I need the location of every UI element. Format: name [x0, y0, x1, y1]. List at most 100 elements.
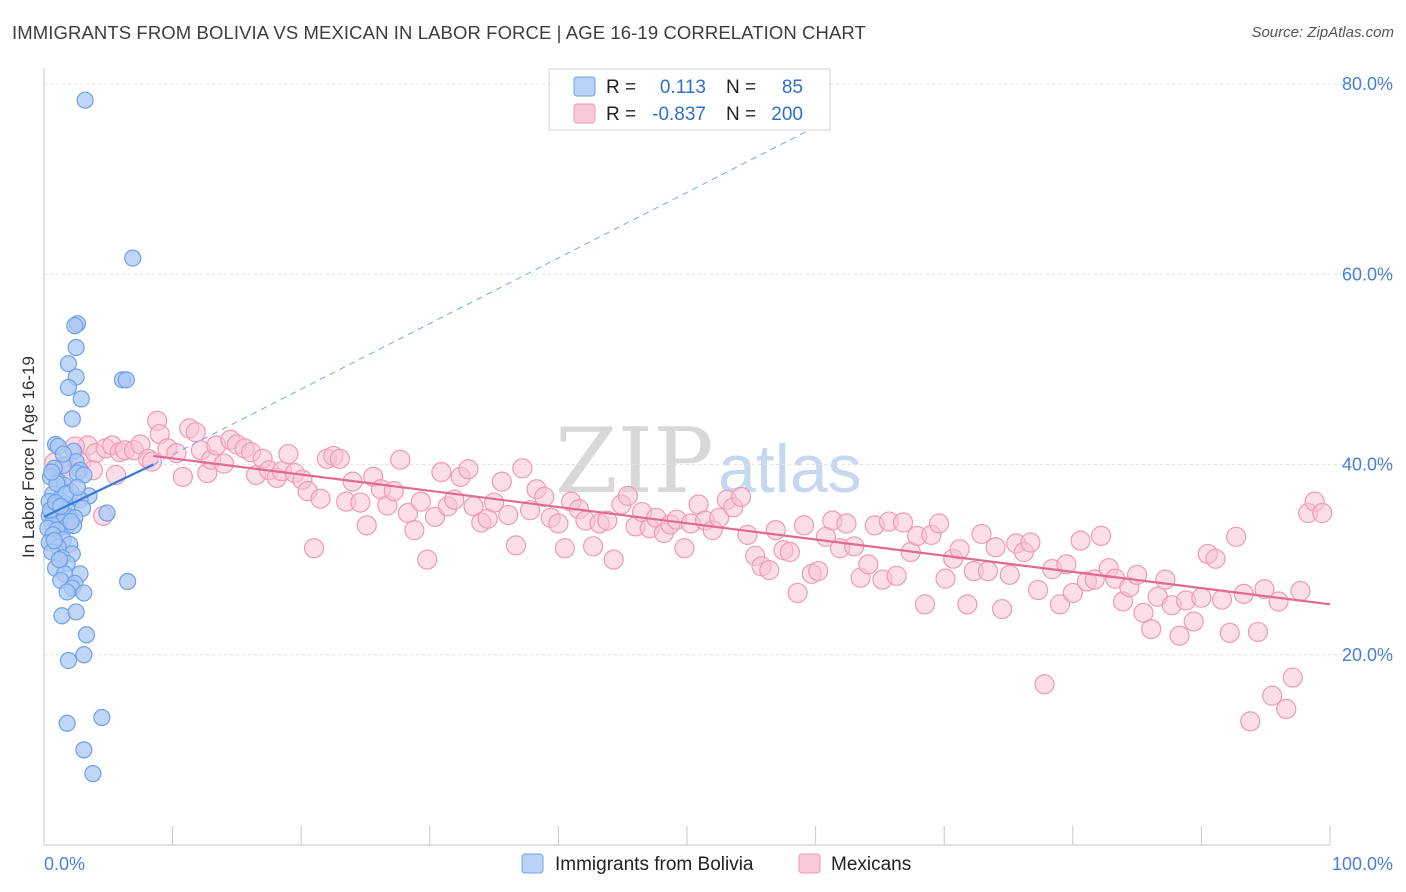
mexicans-point-83 — [603, 549, 624, 570]
mexicans-point-119 — [858, 554, 879, 575]
mexicans-point-20 — [185, 422, 206, 443]
mexicans-point-102 — [737, 524, 758, 546]
bolivia-point-71 — [93, 708, 111, 727]
mexicans-point-161 — [1155, 569, 1176, 590]
mexicans-point-179 — [1282, 667, 1303, 688]
bolivia-point-63 — [58, 583, 76, 601]
legend-r-label-bolivia: R = — [606, 77, 636, 98]
mexicans-point-174 — [1247, 621, 1269, 643]
y-tick-label-40: 40.0% — [1342, 455, 1393, 475]
mexicans-point-70 — [512, 458, 533, 479]
bolivia-point-35 — [98, 504, 116, 522]
legend-n-value-mexicans: 200 — [771, 104, 803, 125]
mexicans-point-35 — [278, 443, 299, 465]
mexicans-point-147 — [1056, 554, 1077, 575]
mexicans-point-175 — [1254, 579, 1275, 600]
bottom-legend-label-mexicans: Mexicans — [831, 854, 911, 875]
mexicans-point-148 — [1062, 582, 1083, 604]
legend-r-label-mexicans: R = — [606, 104, 636, 125]
bolivia-point-8 — [117, 371, 135, 389]
mexicans-point-76 — [554, 538, 575, 559]
bolivia-point-4 — [67, 338, 85, 357]
mexicans-point-137 — [985, 537, 1006, 558]
mexicans-point-152 — [1090, 525, 1112, 546]
gridlines — [44, 83, 1393, 656]
mexicans-point-176 — [1262, 685, 1283, 706]
mexicans-point-127 — [914, 594, 936, 615]
mexicans-point-178 — [1276, 698, 1297, 720]
mexicans-point-133 — [957, 594, 978, 615]
mexicans-point-62 — [458, 459, 479, 480]
mexicans-point-180 — [1290, 580, 1311, 602]
mexicans-point-46 — [350, 492, 371, 513]
mexicans-point-82 — [597, 510, 618, 531]
mexicans-point-116 — [836, 513, 857, 534]
mexicans-point-165 — [1183, 611, 1204, 632]
mexicans-point-109 — [787, 582, 808, 604]
mexicans-point-43 — [329, 448, 350, 469]
mexicans-point-58 — [431, 462, 452, 483]
mexicans-point-169 — [1211, 589, 1233, 610]
trend-line-mexicans — [153, 454, 1331, 606]
x-axis-ticks — [172, 826, 1331, 845]
mexicans-point-130 — [935, 568, 956, 589]
mexicans-point-80 — [583, 536, 604, 557]
mexicans-point-171 — [1226, 526, 1247, 547]
y-axis-title: In Labor Force | Age 16-19 — [19, 356, 38, 558]
bolivia-point-1 — [124, 249, 142, 267]
bolivia-point-66 — [67, 603, 85, 621]
y-tick-label-60: 60.0% — [1342, 264, 1393, 284]
legend-swatch-bolivia — [573, 76, 596, 97]
mexicans-point-143 — [1027, 579, 1049, 601]
mexicans-point-166 — [1191, 587, 1212, 608]
mexicans-point-52 — [390, 449, 411, 470]
mexicans-point-67 — [491, 471, 512, 492]
mexicans-point-124 — [892, 512, 914, 533]
bolivia-point-60 — [118, 572, 137, 591]
mexicans-point-177 — [1268, 591, 1289, 612]
mexicans-point-75 — [548, 513, 569, 534]
mexicans-point-68 — [498, 504, 519, 526]
legend-r-value-bolivia: 0.113 — [660, 77, 706, 98]
bottom-legend-label-bolivia: Immigrants from Bolivia — [555, 854, 754, 875]
bolivia-point-79 — [50, 551, 69, 569]
bolivia-point-72 — [75, 741, 93, 759]
mexicans-point-105 — [759, 559, 780, 581]
mexicans-point-40 — [310, 488, 331, 509]
series-mexicans-points — [44, 410, 1333, 732]
mexicans-point-93 — [674, 538, 695, 559]
y-tick-label-20: 20.0% — [1342, 645, 1393, 665]
bolivia-point-0 — [76, 91, 94, 109]
mexicans-point-110 — [793, 515, 815, 536]
mexicans-point-170 — [1219, 622, 1240, 643]
bottom-legend-swatch-bolivia — [521, 853, 544, 874]
legend-n-label-mexicans: N = — [726, 104, 756, 125]
stats-legend-box — [548, 68, 831, 131]
mexicans-point-18 — [172, 466, 193, 487]
mexicans-point-142 — [1020, 532, 1041, 553]
mexicans-point-101 — [730, 486, 752, 507]
bolivia-point-9 — [59, 378, 78, 397]
bolivia-point-65 — [53, 607, 71, 625]
legend-n-label-bolivia: N = — [726, 77, 756, 98]
mexicans-point-158 — [1133, 602, 1154, 624]
trend-line-bolivia — [43, 463, 154, 518]
chart-title: IMMIGRANTS FROM BOLIVIA VS MEXICAN IN LA… — [12, 22, 866, 43]
bolivia-point-69 — [59, 651, 78, 670]
bolivia-point-73 — [84, 765, 102, 783]
mexicans-point-129 — [928, 513, 950, 534]
mexicans-point-149 — [1070, 530, 1091, 551]
mexicans-point-159 — [1141, 618, 1162, 640]
bottom-legend-swatch-mexicans — [798, 853, 821, 874]
bolivia-point-3 — [66, 317, 84, 335]
series-bolivia-points — [39, 91, 142, 783]
legend-r-value-mexicans: -0.837 — [652, 104, 706, 125]
bolivia-point-81 — [43, 463, 61, 481]
x-tick-label-min: 0.0% — [44, 854, 85, 874]
mexicans-point-112 — [808, 560, 829, 582]
trend-line-bolivia-extension — [153, 126, 816, 465]
mexicans-point-56 — [417, 549, 438, 570]
series-legend: Immigrants from Bolivia Mexicans — [521, 853, 911, 875]
bolivia-point-67 — [77, 626, 96, 644]
